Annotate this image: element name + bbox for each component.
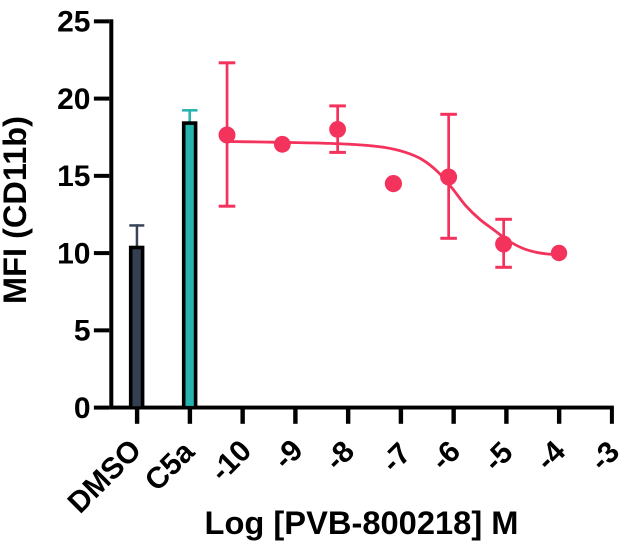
svg-text:0: 0	[74, 392, 91, 425]
svg-text:15: 15	[57, 160, 90, 193]
svg-text:20: 20	[57, 83, 90, 116]
svg-text:MFI (CD11b): MFI (CD11b)	[0, 116, 33, 304]
svg-text:25: 25	[57, 6, 90, 39]
svg-text:10: 10	[57, 237, 90, 270]
svg-text:5: 5	[74, 315, 91, 348]
svg-text:Log [PVB-800218] M: Log [PVB-800218] M	[205, 505, 519, 541]
